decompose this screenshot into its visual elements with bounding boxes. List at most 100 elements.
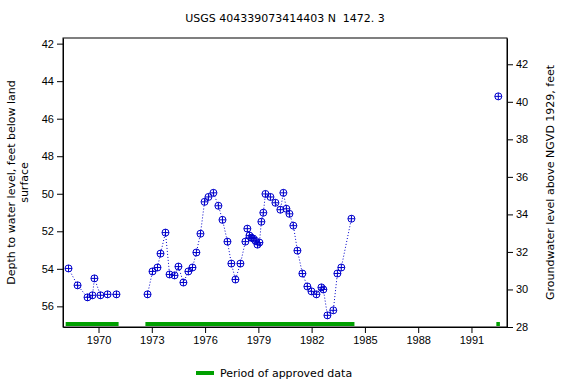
marker-cross xyxy=(297,247,298,254)
data-point xyxy=(258,218,265,225)
tick-label: 1979 xyxy=(247,334,271,346)
tick-mark xyxy=(418,327,419,333)
data-point xyxy=(215,202,222,209)
marker-circle xyxy=(290,222,297,229)
data-point xyxy=(330,307,337,314)
tick: 1985 xyxy=(353,327,377,346)
marker-cross xyxy=(204,198,205,205)
marker-circle xyxy=(304,283,311,290)
marker-cross xyxy=(94,275,95,282)
tick-mark xyxy=(312,327,313,333)
marker-circle xyxy=(162,229,169,236)
marker-circle xyxy=(232,276,239,283)
axis-line xyxy=(507,39,508,328)
marker-cross xyxy=(247,225,248,232)
tick-mark xyxy=(507,64,513,65)
y2-axis-label: Groundwater level above NGVD 1929, feet xyxy=(544,64,557,300)
tick-mark xyxy=(507,289,513,290)
data-point xyxy=(338,264,345,271)
tick: 1988 xyxy=(406,327,430,346)
marker-cross xyxy=(174,272,175,279)
marker-circle xyxy=(348,215,355,222)
tick-mark xyxy=(57,269,63,270)
tick: 50 xyxy=(42,188,63,200)
marker-circle xyxy=(74,282,81,289)
tick: 34 xyxy=(507,208,528,220)
data-point xyxy=(193,249,200,256)
data-point xyxy=(180,279,187,286)
data-point xyxy=(175,263,182,270)
axis-line xyxy=(64,327,508,328)
marker-cross xyxy=(245,238,246,245)
marker-circle xyxy=(149,268,156,275)
legend-label: Period of approved data xyxy=(220,367,352,380)
marker-circle xyxy=(272,199,279,206)
marker-cross xyxy=(68,265,69,272)
marker-circle xyxy=(175,263,182,270)
tick-label: 50 xyxy=(42,188,54,200)
tick: 40 xyxy=(507,96,528,108)
marker-cross xyxy=(218,202,219,209)
marker-cross xyxy=(169,271,170,278)
data-point xyxy=(244,225,251,232)
tick-mark xyxy=(507,214,513,215)
data-point xyxy=(228,260,235,267)
tick-label: 38 xyxy=(516,133,528,145)
marker-circle xyxy=(193,249,200,256)
marker-cross xyxy=(293,222,294,229)
tick-label: 32 xyxy=(516,246,528,258)
approved-period xyxy=(496,322,500,326)
marker-cross xyxy=(152,268,153,275)
marker-cross xyxy=(200,230,201,237)
marker-cross xyxy=(333,307,334,314)
marker-cross xyxy=(100,292,101,299)
data-point xyxy=(290,222,297,229)
marker-circle xyxy=(294,247,301,254)
tick: 28 xyxy=(507,321,528,333)
tick-label: 1970 xyxy=(87,334,111,346)
legend: Period of approved data xyxy=(196,367,352,380)
data-point xyxy=(149,268,156,275)
marker-circle xyxy=(313,291,320,298)
tick-label: 34 xyxy=(516,208,528,220)
marker-cross xyxy=(275,199,276,206)
marker-cross xyxy=(147,291,148,298)
axis-line xyxy=(63,39,64,328)
data-point xyxy=(294,247,301,254)
marker-circle xyxy=(157,250,164,257)
marker-cross xyxy=(235,276,236,283)
tick-label: 56 xyxy=(42,300,54,312)
marker-cross xyxy=(498,93,499,100)
marker-circle xyxy=(91,275,98,282)
data-point xyxy=(219,216,226,223)
marker-cross xyxy=(116,291,117,298)
tick: 54 xyxy=(42,263,63,275)
marker-cross xyxy=(316,291,317,298)
tick-mark xyxy=(57,156,63,157)
tick: 46 xyxy=(42,113,63,125)
data-point xyxy=(272,199,279,206)
marker-circle xyxy=(267,193,274,200)
data-point xyxy=(65,265,72,272)
tick: 1976 xyxy=(193,327,217,346)
data-point xyxy=(324,312,331,319)
data-point xyxy=(154,264,161,271)
marker-circle xyxy=(299,270,306,277)
marker-cross xyxy=(192,264,193,271)
tick-label: 1991 xyxy=(460,334,484,346)
tick-mark xyxy=(57,81,63,82)
data-point xyxy=(201,198,208,205)
tick: 30 xyxy=(507,283,528,295)
data-point xyxy=(166,271,173,278)
tick-mark xyxy=(57,306,63,307)
marker-cross xyxy=(302,270,303,277)
marker-cross xyxy=(327,312,328,319)
tick-mark xyxy=(507,177,513,178)
tick-label: 36 xyxy=(516,171,528,183)
marker-cross xyxy=(263,209,264,216)
tick-label: 40 xyxy=(516,96,528,108)
data-point xyxy=(313,291,320,298)
approved-period xyxy=(66,322,119,326)
marker-circle xyxy=(144,291,151,298)
data-point xyxy=(495,93,502,100)
